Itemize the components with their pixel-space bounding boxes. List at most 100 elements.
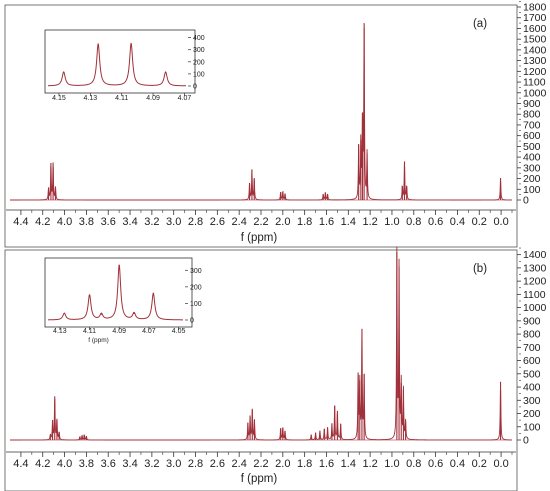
x-tick-label: 0.0 — [493, 216, 508, 228]
y-tick-label: 1400 — [523, 44, 547, 56]
x-tick-label: 4.4 — [13, 458, 28, 470]
x-tick-label: 2.8 — [188, 458, 203, 470]
inset-peak-mark — [97, 43, 99, 45]
inset-y-tick-label: 300 — [193, 47, 205, 54]
x-tick-label: 0.4 — [450, 458, 465, 470]
y-tick-label: 400 — [523, 152, 541, 164]
inset-plot: 0 100 200 300 400 4.15 4.13 4.11 4.09 4.07 — [44, 29, 205, 102]
inset-x-tick-label: 4.13 — [84, 95, 98, 102]
x-tick-label: 1.6 — [319, 216, 334, 228]
inset-x-tick-label: 4.09 — [146, 95, 160, 102]
x-tick-label: 4.0 — [57, 458, 72, 470]
x-tick-label: 2.8 — [188, 216, 203, 228]
x-tick-label: 2.0 — [275, 216, 290, 228]
x-tick-label: 1.2 — [362, 458, 377, 470]
panel-label: (a) — [473, 18, 487, 30]
x-tick-label: 0.2 — [472, 458, 487, 470]
x-tick-label: 1.0 — [384, 216, 399, 228]
x-tick-label: 4.0 — [57, 216, 72, 228]
y-tick-label: 800 — [523, 109, 541, 121]
x-axis-label: f (ppm) — [241, 473, 278, 485]
inset-x-tick-label: 4.05 — [172, 328, 186, 335]
x-tick-label: 3.0 — [166, 216, 181, 228]
panel-frame — [4, 4, 518, 248]
x-tick-label: 0.0 — [493, 458, 508, 470]
inset-frame — [44, 29, 196, 94]
y-tick-label: 1300 — [523, 262, 547, 274]
x-tick-label: 3.4 — [122, 458, 137, 470]
x-tick-label: 4.2 — [35, 458, 50, 470]
y-tick-label: 1100 — [523, 289, 546, 301]
y-tick-label: 300 — [523, 395, 541, 407]
x-tick-label: 3.6 — [101, 216, 116, 228]
inset-plot: 0 100 200 300 4.13 4.11 4.09 4.07 4.05 f (ppm) — [44, 257, 202, 344]
x-tick-label: 2.6 — [210, 216, 225, 228]
x-tick-label: 3.8 — [79, 216, 94, 228]
y-tick-label: 800 — [523, 329, 541, 341]
x-tick-label: 2.0 — [275, 458, 290, 470]
x-tick-label: 1.8 — [297, 216, 312, 228]
inset-peak-mark — [165, 71, 167, 73]
x-tick-label: 0.2 — [472, 216, 487, 228]
inset-x-tick-label: 4.15 — [52, 95, 66, 102]
y-tick-label: 400 — [523, 382, 541, 394]
y-tick-label: 1200 — [523, 276, 547, 288]
inset-x-tick-label: 4.13 — [53, 328, 67, 335]
x-tick-label: 1.4 — [341, 458, 356, 470]
y-tick-label: 900 — [523, 315, 541, 327]
spectrum-panel-a: 0100200300400500600700800900100011001200… — [4, 1, 547, 248]
x-tick-label: 4.2 — [35, 216, 50, 228]
inset-y-tick-label: 200 — [193, 59, 205, 66]
x-tick-label: 3.2 — [144, 458, 159, 470]
inset-x-tick-label: 4.09 — [112, 328, 126, 335]
x-tick-label: 1.0 — [384, 458, 399, 470]
x-tick-label: 4.4 — [13, 216, 28, 228]
y-tick-label: 1100 — [523, 77, 546, 89]
y-tick-label: 200 — [523, 408, 541, 420]
y-tick-label: 700 — [523, 342, 541, 354]
inset-peak-mark — [130, 43, 132, 45]
inset-peak-mark — [152, 292, 154, 295]
y-tick-label: 1500 — [523, 34, 547, 46]
x-tick-label: 2.4 — [232, 458, 247, 470]
x-axis-label: f (ppm) — [241, 232, 278, 244]
inset-y-tick-label: 200 — [190, 284, 202, 291]
x-tick-label: 0.6 — [428, 216, 443, 228]
x-tick-label: 3.8 — [79, 458, 94, 470]
inset-y-tick-label: 300 — [190, 268, 202, 275]
inset-x-axis-label: f (ppm) — [88, 337, 109, 344]
inset-spectrum-line — [47, 264, 183, 321]
y-tick-label: 500 — [523, 141, 541, 153]
y-tick-label: 100 — [523, 184, 541, 196]
x-tick-label: 2.2 — [253, 216, 268, 228]
inset-y-tick-label: 0 — [190, 318, 194, 325]
x-tick-label: 2.6 — [210, 458, 225, 470]
x-tick-label: 3.6 — [101, 458, 116, 470]
y-tick-label: 200 — [523, 173, 541, 185]
inset-x-tick-label: 4.07 — [178, 95, 192, 102]
x-tick-label: 2.2 — [253, 458, 268, 470]
y-tick-label: 1800 — [523, 2, 547, 14]
y-tick-label: 1000 — [523, 87, 547, 99]
inset-peak-mark — [63, 312, 65, 314]
x-tick-label: 1.4 — [341, 216, 356, 228]
y-tick-label: 0 — [523, 195, 529, 207]
x-tick-label: 0.4 — [450, 216, 465, 228]
y-tick-label: 300 — [523, 162, 541, 174]
y-tick-label: 1400 — [523, 249, 547, 261]
x-tick-label: 0.6 — [428, 458, 443, 470]
inset-peak-mark — [63, 71, 65, 73]
spectrum-line — [10, 27, 512, 201]
inset-x-tick-label: 4.07 — [142, 328, 156, 335]
y-tick-label: 600 — [523, 130, 541, 142]
y-tick-label: 1600 — [523, 23, 547, 35]
x-tick-label: 2.4 — [232, 216, 247, 228]
inset-x-tick-label: 4.11 — [83, 328, 96, 335]
panel-frame — [4, 249, 518, 491]
x-tick-label: 1.6 — [319, 458, 334, 470]
x-tick-label: 1.2 — [362, 216, 377, 228]
x-tick-label: 3.4 — [122, 216, 137, 228]
y-tick-label: 1700 — [523, 12, 547, 24]
y-tick-label: 0 — [523, 435, 529, 447]
inset-y-tick-label: 100 — [193, 71, 205, 78]
